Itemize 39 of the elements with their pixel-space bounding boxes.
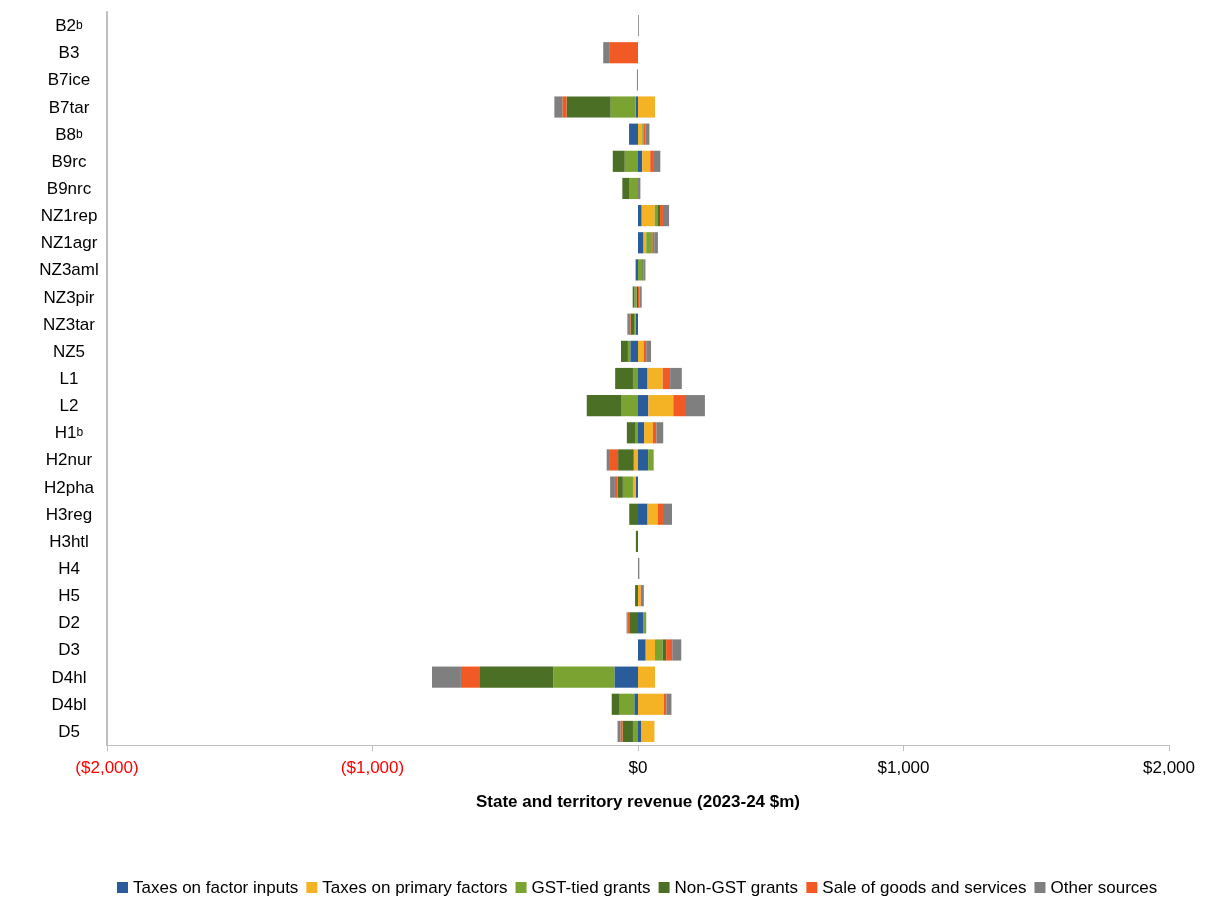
legend-label: Other sources <box>1050 878 1158 897</box>
y-tick-label: NZ3pir <box>43 287 95 307</box>
y-tick-label: NZ1agr <box>40 233 98 253</box>
y-tick-label: B2b <box>55 16 84 36</box>
y-tick-label: B8b <box>55 124 84 144</box>
y-tick-label: B9nrc <box>46 178 92 198</box>
y-tick-label: H3reg <box>45 504 93 524</box>
y-tick-label: H3htl <box>49 531 89 551</box>
y-tick-label: NZ3aml <box>39 260 99 280</box>
legend-label: Taxes on factor inputs <box>133 878 299 897</box>
y-tick-label: D2 <box>58 613 80 633</box>
y-tick-label: B9rc <box>51 151 87 171</box>
x-tick-label: $2,000 <box>1143 758 1195 777</box>
y-tick-label: H4 <box>58 559 80 579</box>
y-tick-label: D5 <box>58 721 80 741</box>
legend-label: Non-GST grants <box>674 878 799 897</box>
y-tick-label: H1b <box>54 423 84 443</box>
y-tick-label: B7tar <box>48 97 90 117</box>
y-tick-label: B3 <box>58 43 80 63</box>
y-tick-label: D4bl <box>51 694 87 714</box>
y-tick-label: NZ3tar <box>43 314 96 334</box>
y-tick-label: D4hl <box>51 667 87 687</box>
y-tick-label: L1 <box>59 369 79 388</box>
y-tick-label: H2pha <box>43 477 95 497</box>
legend-label: Sale of goods and services <box>822 878 1027 897</box>
x-tick-label: ($1,000) <box>340 758 405 777</box>
x-tick-label: $1,000 <box>877 758 930 777</box>
legend-label: Taxes on primary factors <box>322 878 508 897</box>
y-tick-label: D3 <box>58 640 80 660</box>
y-tick-label: H2nur <box>45 450 93 470</box>
y-tick-label: B7ice <box>47 70 91 90</box>
x-axis-title: State and territory revenue (2023-24 $m) <box>475 792 801 811</box>
y-tick-label: NZ1rep <box>40 206 98 226</box>
y-tick-label: L2 <box>59 396 79 416</box>
x-tick-label: ($2,000) <box>75 758 139 777</box>
legend-label: GST-tied grants <box>531 878 651 897</box>
y-tick-label: NZ5 <box>52 341 86 361</box>
x-tick-label: $0 <box>628 758 648 777</box>
y-tick-label: H5 <box>58 586 80 606</box>
